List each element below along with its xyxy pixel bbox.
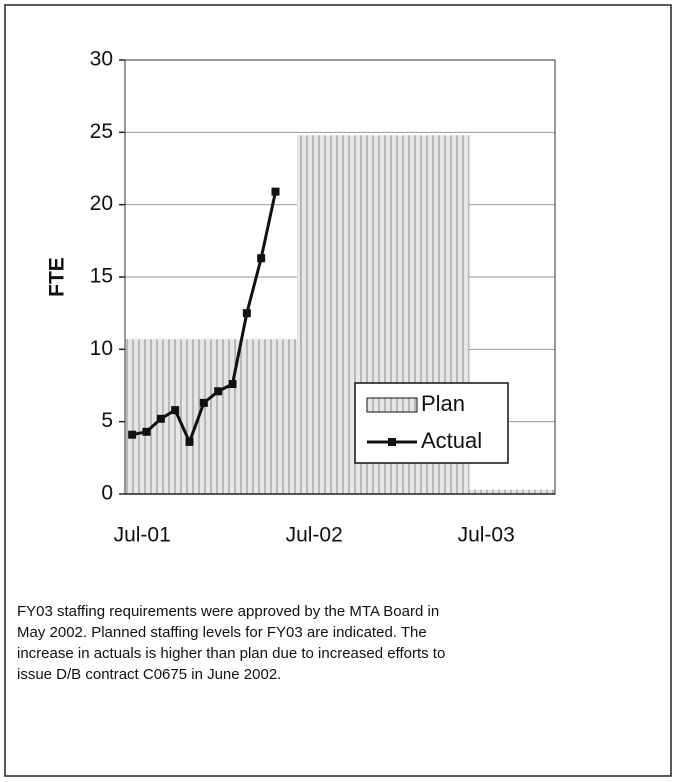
- y-tick-label: 15: [90, 265, 113, 288]
- plan-bar: [297, 135, 312, 494]
- legend-swatch: [388, 438, 396, 446]
- plan-bar: [268, 339, 283, 494]
- actual-marker: [171, 406, 180, 415]
- plan-bar: [340, 135, 355, 494]
- caption-line: May 2002. Planned staffing levels for FY…: [17, 624, 427, 641]
- legend-label: Actual: [421, 428, 482, 453]
- plan-bar: [526, 489, 541, 494]
- actual-marker: [185, 437, 194, 446]
- y-tick-label: 20: [90, 192, 113, 215]
- plan-bar: [483, 489, 498, 494]
- caption-line: issue D/B contract C0675 in June 2002.: [17, 666, 281, 683]
- plan-bar: [311, 135, 326, 494]
- plan-bar: [239, 339, 255, 494]
- actual-marker: [156, 414, 165, 423]
- plan-bar: [497, 489, 513, 494]
- actual-marker: [128, 430, 137, 439]
- legend: [354, 382, 509, 464]
- plan-bar: [182, 339, 197, 494]
- actual-marker: [142, 427, 151, 436]
- actual-marker: [271, 187, 280, 196]
- y-tick-label: 10: [90, 337, 113, 360]
- y-tick-label: 0: [101, 482, 113, 505]
- plan-bar: [211, 339, 226, 494]
- plan-bar: [469, 489, 484, 494]
- x-tick-label: Jul-01: [114, 524, 171, 547]
- plan-bar: [139, 339, 154, 494]
- plan-bar: [168, 339, 183, 494]
- plan-bar: [512, 489, 527, 494]
- actual-marker: [257, 254, 266, 263]
- frame: [4, 4, 672, 777]
- legend-label: Plan: [421, 391, 465, 416]
- actual-marker: [214, 387, 223, 396]
- plan-bar: [254, 339, 269, 494]
- y-tick-label: 25: [90, 120, 113, 143]
- y-axis-label: FTE: [46, 257, 69, 297]
- caption-line: FY03 staffing requirements were approved…: [17, 603, 439, 620]
- actual-marker: [242, 309, 251, 318]
- y-tick-label: 5: [101, 409, 113, 432]
- plan-bar: [196, 339, 212, 494]
- plan-bar: [540, 489, 556, 494]
- plan-bar: [282, 339, 298, 494]
- actual-marker: [228, 380, 237, 389]
- y-tick-label: 30: [90, 48, 113, 71]
- x-tick-label: Jul-02: [286, 524, 343, 547]
- caption-line: increase in actuals is higher than plan …: [17, 645, 445, 662]
- plan-bar: [325, 135, 341, 494]
- actual-marker: [199, 398, 208, 407]
- plan-bar: [225, 339, 240, 494]
- legend-swatch: [366, 397, 418, 413]
- x-tick-label: Jul-03: [458, 524, 515, 547]
- plan-bar: [125, 339, 140, 494]
